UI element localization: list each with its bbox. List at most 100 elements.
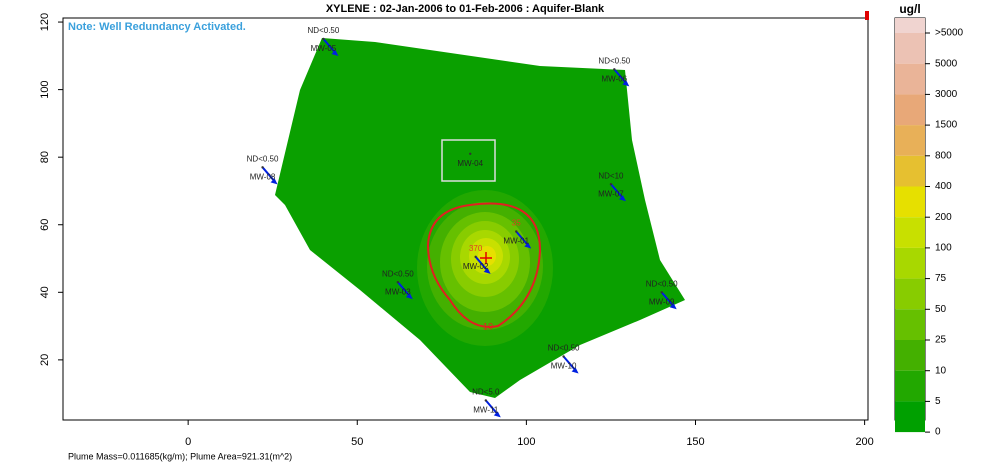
- contour-line: [426, 202, 542, 328]
- well-name: MW-06: [602, 74, 628, 83]
- well-result: ND<0.50: [247, 154, 279, 163]
- legend-unit: ug/l: [899, 2, 920, 16]
- well-result: 35: [512, 219, 521, 228]
- legend-label: 10: [935, 365, 947, 376]
- legend-swatch: [895, 125, 925, 156]
- arrow-head: [524, 242, 532, 249]
- legend-label: 5000: [935, 58, 958, 69]
- well-point: [469, 152, 472, 156]
- well-result: ND<10: [598, 171, 624, 180]
- flow-arrow: [322, 38, 337, 54]
- corner-marker: [865, 11, 869, 20]
- x-tick-label: 150: [686, 436, 704, 448]
- contour-label: 10: [483, 321, 493, 331]
- well-point: [609, 183, 613, 186]
- legend-label: 50: [935, 304, 947, 315]
- well-name: MW-04: [457, 159, 483, 168]
- legend-label: 25: [935, 335, 947, 346]
- arrow-head: [622, 80, 630, 87]
- well-result: ND<0.50: [548, 344, 580, 353]
- flow-arrow: [562, 355, 577, 372]
- legend-swatch: [895, 278, 925, 310]
- legend-label: 5: [935, 396, 941, 407]
- x-tick-label: 100: [517, 436, 535, 448]
- legend-swatch: [895, 401, 925, 433]
- arrow-head: [270, 178, 278, 185]
- arrow-head: [405, 293, 413, 300]
- chart-title: XYLENE : 02-Jan-2006 to 01-Feb-2006 : Aq…: [326, 3, 605, 15]
- flow-arrow: [660, 291, 675, 307]
- well-point: [396, 280, 400, 284]
- legend-label: 800: [935, 150, 952, 161]
- well-result: ND<0.50: [646, 279, 678, 288]
- x-tick-label: 0: [185, 436, 191, 448]
- well-name: MW-05: [311, 44, 337, 53]
- legend-label: 75: [935, 273, 947, 284]
- y-tick-label: 20: [39, 354, 51, 366]
- well-name: MW-01: [503, 237, 529, 246]
- arrow-head: [618, 195, 626, 202]
- plume-band: [478, 246, 496, 266]
- footer: Plume Mass=0.011685(kg/m); Plume Area=92…: [68, 451, 292, 461]
- well-point: [322, 37, 325, 41]
- legend-label: >5000: [935, 28, 964, 39]
- legend-label: 400: [935, 181, 952, 192]
- arrow-head: [493, 411, 501, 418]
- note: Note: Well Redundancy Activated.: [68, 21, 246, 33]
- max-marker: [480, 252, 492, 264]
- flow-arrow: [485, 399, 499, 416]
- legend-swatch: [895, 155, 925, 187]
- arrow-head: [571, 367, 579, 374]
- well-result: ND<0.50: [308, 26, 340, 35]
- well-point: [515, 230, 518, 233]
- well-name: MW-02: [463, 262, 489, 271]
- legend-swatch: [895, 340, 925, 371]
- legend-swatch: [895, 94, 925, 126]
- legend-swatch: [895, 247, 925, 279]
- y-tick-label: 40: [39, 286, 51, 298]
- well-name: MW-10: [551, 362, 577, 371]
- y-tick-label: 100: [39, 80, 51, 98]
- legend-label: 1500: [935, 120, 958, 131]
- legend-label: 0: [935, 427, 941, 438]
- legend-swatch: [895, 217, 925, 248]
- legend-swatch: [895, 18, 925, 33]
- well-point: [474, 255, 477, 259]
- legend-swatch: [895, 186, 925, 218]
- well-result: 370: [469, 244, 483, 253]
- y-tick-label: 120: [39, 13, 51, 31]
- flow-arrow: [515, 230, 529, 247]
- well-name: MW-08: [250, 172, 276, 181]
- flow-arrow: [397, 281, 411, 297]
- arrow-head: [669, 303, 677, 310]
- legend-swatch: [895, 33, 925, 64]
- x-tick-label: 200: [855, 436, 873, 448]
- flow-arrow: [613, 68, 628, 84]
- legend-label: 200: [935, 212, 952, 223]
- x-tick-label: 50: [351, 436, 363, 448]
- well-name: MW-07: [598, 189, 624, 198]
- well-name: MW-11: [473, 406, 499, 415]
- well-point: [660, 291, 663, 294]
- highlight-box: [441, 139, 496, 182]
- legend-swatch: [895, 63, 925, 95]
- legend-label: 3000: [935, 89, 958, 100]
- flow-arrow: [474, 256, 489, 272]
- well-result: ND<0.50: [598, 56, 630, 65]
- arrow-head: [331, 49, 339, 56]
- y-tick-label: 60: [39, 219, 51, 231]
- flow-arrow: [261, 166, 276, 182]
- well-point: [562, 355, 565, 358]
- well-result: ND<5.0: [472, 388, 500, 397]
- arrow-head: [483, 267, 491, 274]
- well-point: [613, 68, 616, 71]
- legend-swatch: [895, 370, 925, 402]
- well-name: MW-03: [385, 287, 411, 296]
- flow-arrow: [610, 183, 624, 199]
- legend-swatch: [895, 309, 925, 340]
- well-point: [484, 399, 487, 402]
- legend-label: 100: [935, 243, 952, 254]
- y-tick-label: 80: [39, 151, 51, 163]
- well-result: ND<0.50: [382, 269, 414, 278]
